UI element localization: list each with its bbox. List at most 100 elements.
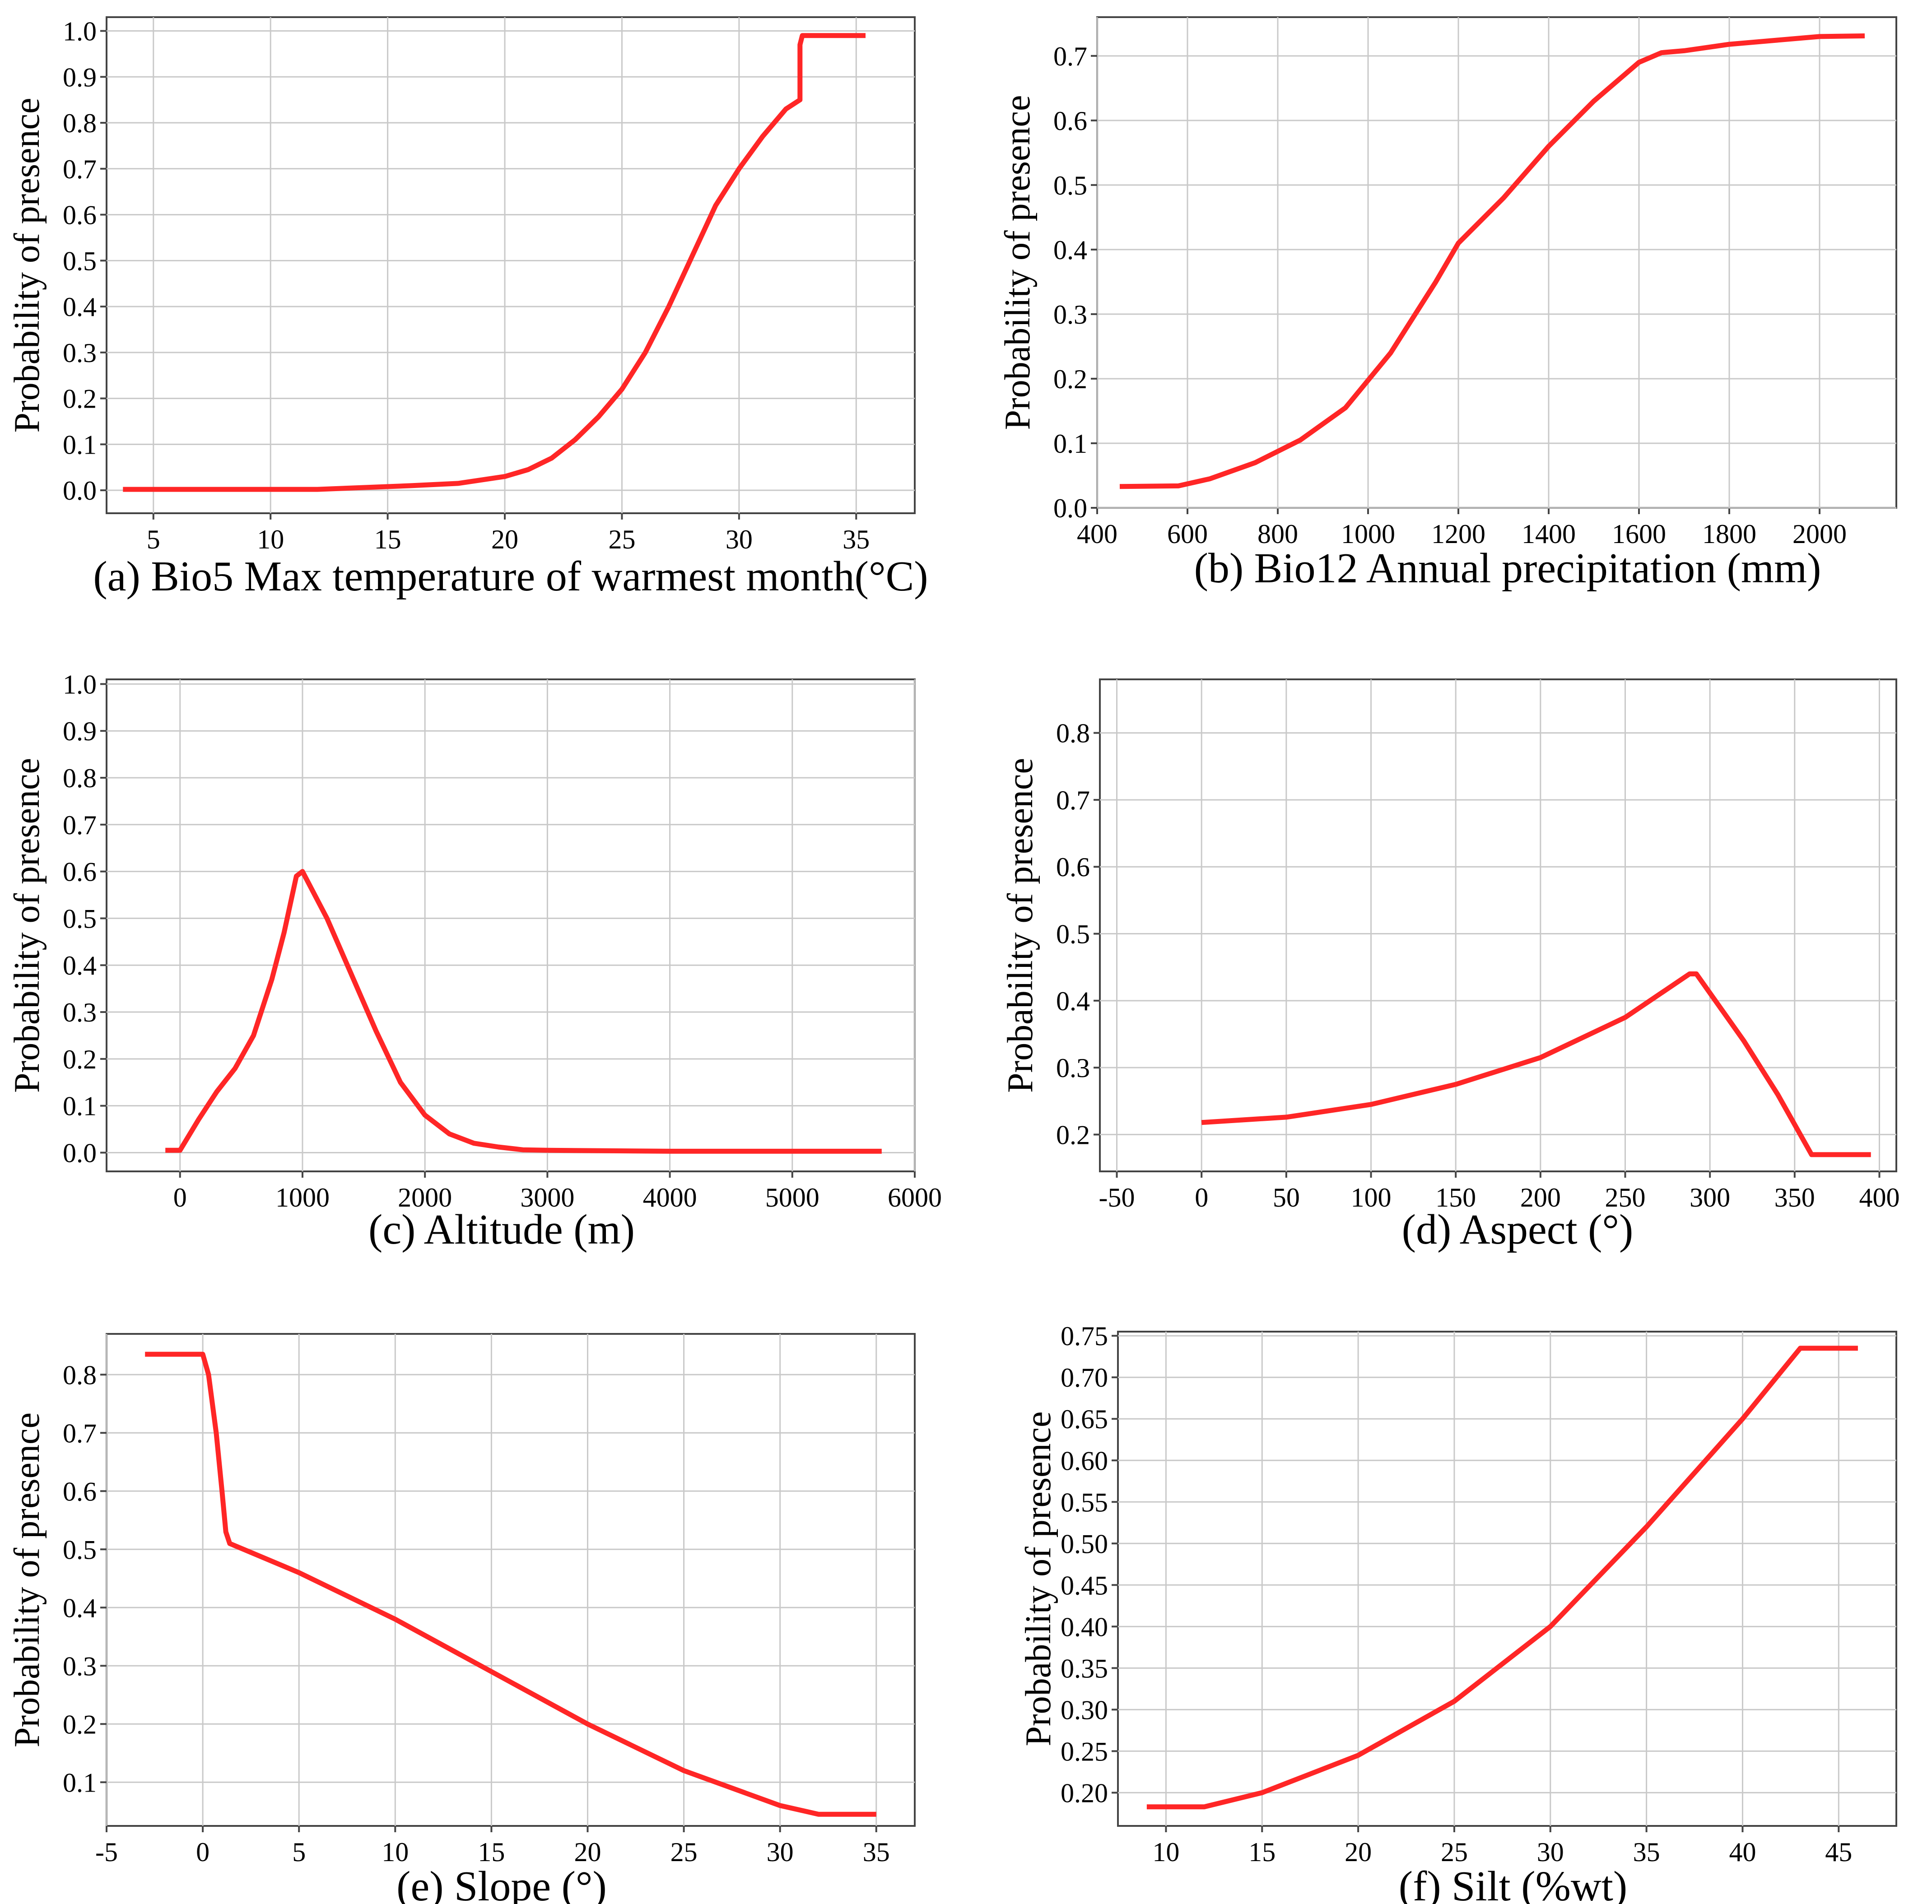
chart-4-x-tick-label: 15: [478, 1837, 505, 1867]
chart-3-y-axis-label: Probability of presence: [1001, 758, 1040, 1093]
chart-2-y-tick-label: 0.2: [63, 1045, 97, 1074]
chart-2-x-tick-label: 5000: [765, 1183, 819, 1212]
chart-1-y-tick-label: 0.4: [1053, 235, 1087, 265]
panel-a-bio5-temperature: 5 10 15 20 25 30 35 0.0 0.1 0.2 0.3 0.4 0.5 0.6 0.7 0.8…: [7, 16, 928, 600]
chart-2-y-tick-label: 0.0: [63, 1138, 97, 1168]
chart-3-response-curve: [1201, 971, 1871, 1157]
chart-5-y-tick-label: 0.70: [1061, 1363, 1108, 1393]
chart-5-x-tick-label: 30: [1537, 1837, 1564, 1867]
chart-1-y-tick-label: 0.1: [1053, 429, 1087, 459]
chart-5-x-tick-label: 40: [1729, 1837, 1756, 1867]
chart-0-y-tick-label: 0.9: [63, 62, 97, 92]
chart-1-x-tick-label: 1600: [1612, 519, 1666, 549]
chart-2-y-tick-label: 0.1: [63, 1091, 97, 1121]
chart-5-plot-frame: [1117, 1331, 1897, 1827]
chart-4-y-tick-label: 0.3: [63, 1651, 97, 1681]
chart-5-caption: (f) Silt (%wt): [1399, 1863, 1627, 1904]
chart-1-x-tick-label: 800: [1257, 519, 1298, 549]
chart-2-y-tick-label: 0.4: [63, 951, 97, 980]
chart-3-y-tick-label: 0.8: [1056, 719, 1090, 748]
chart-0-y-tick-label: 0.1: [63, 430, 97, 460]
chart-1-x-tick-label: 400: [1077, 519, 1117, 549]
chart-3-x-tick-label: -50: [1099, 1183, 1135, 1212]
chart-4-y-tick-label: 0.6: [63, 1477, 97, 1506]
chart-0-y-tick-label: 0.5: [63, 246, 97, 276]
chart-5-x-tick-label: 15: [1248, 1837, 1276, 1867]
chart-1-y-axis-label: Probability of presence: [998, 95, 1038, 430]
chart-0-y-tick-label: 1.0: [63, 17, 97, 46]
chart-5-x-tick-label: 35: [1633, 1837, 1660, 1867]
chart-0-x-tick-label: 25: [608, 525, 635, 554]
panel-b-bio12-precipitation: 400 600 800 1000 1200 1400 1600 1800 2000 0.0 0.1 0…: [998, 16, 1897, 592]
chart-0-y-tick-label: 0.8: [63, 108, 97, 138]
chart-4-x-tick-label: 30: [767, 1837, 794, 1867]
chart-0-y-tick-label: 0.6: [63, 200, 97, 230]
chart-2-x-tick-label: 4000: [643, 1183, 697, 1212]
panel-c-altitude: 0 1000 2000 3000 4000 5000 6000 0.0 0.1 0.2 0.3 0.4…: [7, 669, 942, 1253]
chart-3-y-tick-label: 0.4: [1056, 986, 1090, 1016]
chart-3-x-tick-label: 0: [1195, 1183, 1208, 1212]
chart-0-caption: (a) Bio5 Max temperature of warmest mont…: [93, 553, 928, 600]
chart-3-x-tick-label: 50: [1273, 1183, 1300, 1212]
chart-2-y-tick-label: 0.3: [63, 998, 97, 1027]
chart-0-y-tick-label: 0.4: [63, 292, 97, 322]
chart-1-y-tick-label: 0.7: [1053, 42, 1087, 71]
chart-5-y-axis-label: Probability of presence: [1019, 1412, 1058, 1746]
panel-d-aspect: -50 0 50 100 150 200 250 300 350 400 0.2 0.3 0.4 0.5 0…: [1001, 678, 1899, 1253]
chart-2-y-axis-label: Probability of presence: [7, 758, 47, 1093]
chart-1-x-tick-label: 1800: [1702, 519, 1756, 549]
chart-2-caption: (c) Altitude (m): [368, 1206, 635, 1253]
chart-5-y-tick-label: 0.45: [1061, 1570, 1108, 1600]
chart-5-y-tick-label: 0.40: [1061, 1612, 1108, 1642]
chart-2-y-tick-label: 0.6: [63, 857, 97, 887]
chart-4-x-tick-label: 5: [292, 1837, 306, 1867]
chart-0-x-tick-label: 10: [257, 525, 284, 554]
chart-5-y-tick-label: 0.65: [1061, 1404, 1108, 1434]
chart-3-y-tick-label: 0.6: [1056, 852, 1090, 882]
chart-4-caption: (e) Slope (°): [396, 1863, 607, 1904]
chart-3-x-tick-label: 250: [1605, 1183, 1645, 1212]
chart-0-plot-frame: [106, 16, 916, 514]
chart-4-x-tick-label: -5: [95, 1837, 118, 1867]
chart-3-y-tick-label: 0.2: [1056, 1120, 1090, 1150]
chart-3-y-tick-label: 0.3: [1056, 1053, 1090, 1083]
chart-1-x-tick-label: 600: [1167, 519, 1208, 549]
chart-5-x-tick-label: 45: [1825, 1837, 1852, 1867]
chart-1-caption: (b) Bio12 Annual precipitation (mm): [1194, 545, 1821, 592]
chart-0-x-tick-label: 15: [374, 525, 401, 554]
chart-3-caption: (d) Aspect (°): [1402, 1206, 1634, 1253]
chart-2-y-tick-label: 1.0: [63, 669, 97, 699]
chart-0-x-tick-label: 5: [147, 525, 160, 554]
chart-4-y-tick-label: 0.2: [63, 1709, 97, 1739]
chart-4-x-tick-label: 10: [382, 1837, 409, 1867]
chart-2-plot-frame: [106, 678, 916, 1172]
chart-3-x-tick-label: 300: [1690, 1183, 1730, 1212]
chart-2-x-tick-label: 1000: [275, 1183, 330, 1212]
chart-0-response-curve: [123, 33, 866, 492]
chart-5-y-tick-label: 0.50: [1061, 1529, 1108, 1559]
chart-0-x-tick-label: 35: [843, 525, 870, 554]
chart-1-y-tick-label: 0.6: [1053, 106, 1087, 136]
chart-1-x-tick-label: 1400: [1522, 519, 1576, 549]
chart-1-y-tick-label: 0.0: [1053, 493, 1087, 523]
chart-3-x-tick-label: 200: [1520, 1183, 1561, 1212]
panel-f-silt: 10 15 20 25 30 35 40 45 0.20 0.25 0.30 0.35 0.40 0.45…: [1019, 1321, 1897, 1904]
chart-1-plot-frame: [1096, 16, 1897, 509]
chart-5-x-tick-label: 10: [1152, 1837, 1179, 1867]
chart-2-y-tick-label: 0.5: [63, 904, 97, 933]
chart-2-x-tick-label: 2000: [398, 1183, 452, 1212]
chart-5-y-tick-label: 0.55: [1061, 1487, 1108, 1517]
chart-5-x-tick-label: 25: [1441, 1837, 1468, 1867]
chart-4-response-curve: [145, 1351, 876, 1817]
chart-4-y-tick-label: 0.5: [63, 1535, 97, 1565]
chart-3-x-tick-label: 100: [1351, 1183, 1392, 1212]
chart-4-x-tick-label: 0: [196, 1837, 209, 1867]
chart-4-y-tick-label: 0.7: [63, 1418, 97, 1448]
chart-0-y-tick-label: 0.0: [63, 476, 97, 506]
chart-4-y-tick-label: 0.1: [63, 1768, 97, 1797]
chart-2-y-tick-label: 0.9: [63, 716, 97, 746]
chart-1-x-tick-label: 1000: [1341, 519, 1395, 549]
chart-3-x-tick-label: 400: [1859, 1183, 1899, 1212]
chart-0-x-tick-label: 30: [726, 525, 753, 554]
chart-2-y-tick-label: 0.8: [63, 763, 97, 793]
